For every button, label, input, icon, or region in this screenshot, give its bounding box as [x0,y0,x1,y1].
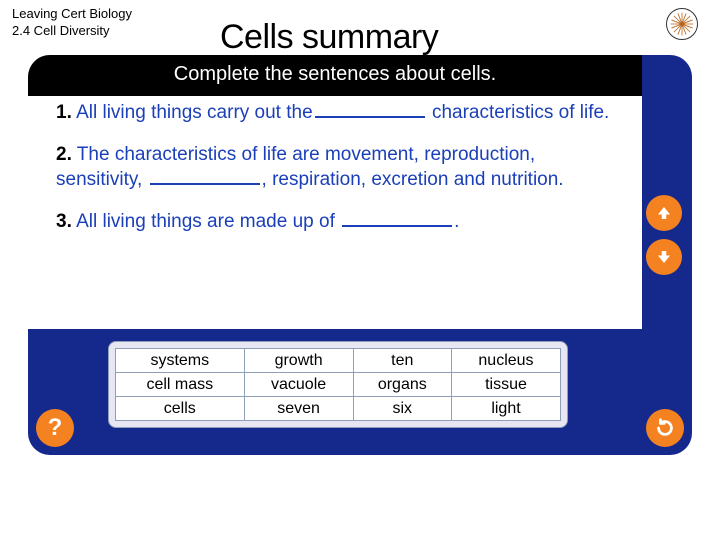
question-text-mid: . [454,211,459,232]
page-title: Cells summary [220,18,438,57]
word-bank: systems growth ten nucleus cell mass vac… [108,341,568,428]
blank-slot[interactable] [342,210,452,227]
blank-slot[interactable] [150,168,260,185]
question-list: 1. All living things carry out the chara… [28,96,642,235]
word-tile[interactable]: cell mass [116,373,245,397]
question-2: 2. The characteristics of life are movem… [56,142,614,193]
question-text-post: respiration, excretion and nutrition. [272,169,564,190]
word-tile[interactable]: light [451,397,560,421]
word-tile[interactable]: seven [244,397,353,421]
blank-slot[interactable] [315,101,425,118]
word-tile[interactable]: ten [353,349,451,373]
reset-button[interactable] [646,409,684,447]
arrow-down-icon [655,248,673,266]
word-tile[interactable]: six [353,397,451,421]
activity-frame: Complete the sentences about cells. 1. A… [28,55,692,455]
logo-icon [666,8,698,40]
word-tile[interactable]: systems [116,349,245,373]
word-tile[interactable]: growth [244,349,353,373]
word-bank-row: cell mass vacuole organs tissue [116,373,561,397]
question-text-post: characteristics of life. [432,102,609,123]
scroll-up-button[interactable] [646,195,682,231]
word-tile[interactable]: nucleus [451,349,560,373]
question-1: 1. All living things carry out the chara… [56,100,614,126]
word-tile[interactable]: vacuole [244,373,353,397]
question-3: 3. All living things are made up of . [56,209,614,235]
question-number: 2. [56,144,72,165]
content-panel: Complete the sentences about cells. 1. A… [28,55,642,329]
nav-arrows [646,195,686,275]
instruction-text: Complete the sentences about cells. [28,55,642,96]
reset-icon [654,417,676,439]
word-tile[interactable]: tissue [451,373,560,397]
question-text-pre: All living things are made up of [76,211,335,232]
help-button[interactable]: ? [36,409,74,447]
question-text-pre: All living things carry out the [76,102,313,123]
word-tile[interactable]: organs [353,373,451,397]
word-bank-row: cells seven six light [116,397,561,421]
word-tile[interactable]: cells [116,397,245,421]
help-icon: ? [48,414,63,442]
word-bank-row: systems growth ten nucleus [116,349,561,373]
question-number: 1. [56,102,72,123]
scroll-down-button[interactable] [646,239,682,275]
question-text-mid: , [262,169,267,190]
arrow-up-icon [655,204,673,222]
question-number: 3. [56,211,72,232]
